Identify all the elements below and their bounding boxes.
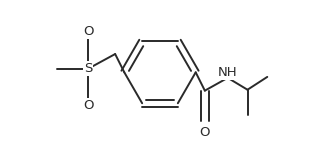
- Text: NH: NH: [218, 66, 237, 79]
- Text: S: S: [84, 62, 92, 75]
- Text: O: O: [83, 99, 93, 112]
- Text: O: O: [83, 25, 93, 38]
- Text: O: O: [200, 126, 210, 139]
